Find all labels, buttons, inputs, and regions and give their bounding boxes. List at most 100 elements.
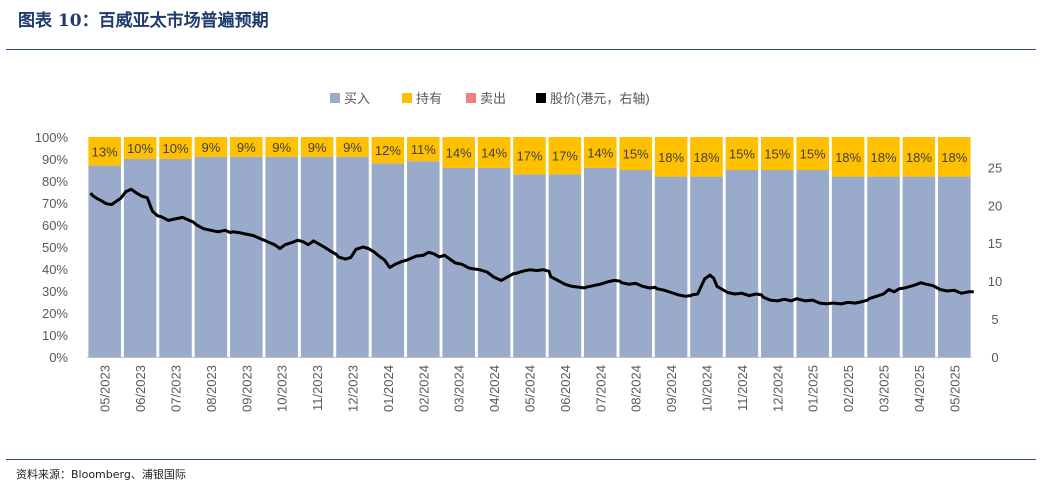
x-tick-label: 01/2024 [381, 365, 396, 412]
bar-segment-hold [123, 137, 157, 159]
footer-rule [6, 459, 1036, 460]
x-tick-label: 05/2024 [523, 365, 538, 412]
x-tick-label: 08/2023 [204, 365, 219, 412]
bar-segment-hold [584, 137, 617, 168]
bar-data-label: 9% [237, 140, 256, 155]
right-tick-label: 0 [991, 350, 998, 365]
legend-swatch [536, 93, 546, 103]
left-tick-label: 80% [42, 174, 68, 189]
legend-label: 卖出 [480, 91, 506, 106]
bar-segment-buy [194, 156, 228, 357]
bar-segment-buy [584, 167, 617, 357]
x-tick-label: 10/2023 [275, 365, 290, 412]
x-tick-label: 02/2025 [841, 365, 856, 412]
right-tick-label: 20 [988, 198, 1002, 213]
x-tick-label: 12/2023 [346, 365, 361, 412]
x-tick-label: 09/2024 [664, 365, 679, 412]
bar-segment-buy [761, 170, 794, 357]
price-line-path [89, 187, 974, 306]
bar-segment-buy [513, 174, 546, 357]
left-tick-label: 50% [42, 240, 68, 255]
x-tick-label: 02/2024 [416, 365, 431, 412]
bar-data-label: 14% [481, 145, 507, 160]
x-tick-label: 05/2025 [947, 365, 962, 412]
bar-segment-hold [831, 137, 865, 177]
bar-data-label: 14% [446, 145, 472, 160]
bar-segment-hold [194, 137, 228, 157]
left-tick-label: 0% [49, 350, 68, 365]
bar-segment-buy [477, 167, 511, 357]
bar-segment-buy [159, 159, 192, 357]
x-tick-label: 01/2025 [806, 365, 821, 412]
x-tick-label: 06/2024 [558, 365, 573, 412]
bar-data-label: 17% [552, 149, 578, 164]
x-tick-label: 09/2023 [239, 365, 254, 412]
left-tick-label: 10% [42, 328, 68, 343]
right-y-axis: 0 5 10 15 20 25 [988, 160, 1002, 365]
bar-data-label: 11% [411, 142, 436, 157]
bar-segment-hold [230, 137, 263, 157]
bar-segment-buy [123, 159, 157, 357]
x-tick-label: 07/2023 [169, 365, 184, 412]
right-tick-label: 10 [988, 274, 1002, 289]
x-tick-label: 05/2023 [98, 365, 113, 412]
bar-data-label: 18% [941, 150, 967, 165]
bar-data-label: 10% [162, 141, 188, 156]
figure-title: 图表 10：百威亚太市场普遍预期 [18, 11, 269, 31]
x-tick-label: 07/2024 [593, 365, 608, 412]
bar-segment-hold [867, 137, 900, 177]
bar-data-label: 18% [658, 150, 684, 165]
legend-label: 持有 [416, 91, 442, 106]
bar-segment-buy [265, 156, 298, 357]
right-tick-label: 25 [988, 160, 1002, 175]
bar-segment-hold [265, 137, 298, 157]
bar-data-label: 9% [308, 140, 327, 155]
bar-data-label: 9% [343, 140, 362, 155]
title-rule [6, 49, 1036, 50]
bar-data-label: 15% [800, 147, 826, 162]
x-tick-label: 11/2024 [735, 365, 750, 411]
bar-segment-hold [442, 137, 475, 168]
legend-label: 买入 [344, 91, 370, 106]
bar-segment-hold [300, 137, 334, 157]
x-axis: 05/2023 06/2023 07/2023 08/2023 09/2023 10/20… [87, 357, 972, 412]
x-tick-label: 10/2024 [700, 365, 715, 412]
bar-segment-buy [619, 170, 652, 357]
bar-data-label: 10% [127, 141, 153, 156]
legend-swatch [330, 93, 340, 103]
bar-segment-buy [300, 156, 334, 357]
bar-segment-hold [336, 137, 369, 157]
bar-data-label: 14% [587, 145, 613, 160]
left-tick-label: 20% [42, 306, 68, 321]
bar-segment-buy [548, 174, 582, 357]
left-tick-label: 40% [42, 262, 68, 277]
bar-segment-hold [619, 137, 652, 170]
chart-legend: 买入 持有 卖出 股价(港元，右轴) [330, 91, 650, 106]
bar-segment-buy [796, 170, 829, 357]
x-tick-label: 08/2024 [629, 365, 644, 412]
left-tick-label: 100% [35, 130, 69, 145]
bar-data-label: 9% [272, 140, 291, 155]
consensus-chart: 买入 持有 卖出 股价(港元，右轴) 0% 10% 20% 30% 40% 50% 60% 70% 8… [35, 91, 1002, 412]
bar-segment-hold [548, 137, 582, 175]
bar-data-label: 15% [623, 147, 649, 162]
bar-data-label: 18% [835, 150, 861, 165]
bar-data-label: 15% [729, 147, 755, 162]
x-tick-label: 03/2024 [452, 365, 467, 412]
legend-swatch [402, 93, 412, 103]
bar-segment-hold [88, 137, 121, 166]
bar-segment-buy [902, 176, 936, 357]
x-tick-label: 12/2024 [770, 365, 785, 412]
left-tick-label: 70% [42, 196, 68, 211]
bar-segment-hold [407, 137, 440, 162]
bar-data-label: 17% [516, 149, 542, 164]
right-tick-label: 15 [988, 236, 1002, 251]
bar-segment-hold [725, 137, 759, 170]
bar-segment-hold [796, 137, 829, 170]
bar-segment-hold [902, 137, 936, 177]
bar-segment-hold [159, 137, 192, 159]
x-tick-label: 04/2024 [487, 365, 502, 412]
bar-data-label: 9% [202, 140, 221, 155]
source-note: 资料来源：Bloomberg、浦银国际 [16, 468, 186, 481]
share-price-line [89, 187, 974, 306]
